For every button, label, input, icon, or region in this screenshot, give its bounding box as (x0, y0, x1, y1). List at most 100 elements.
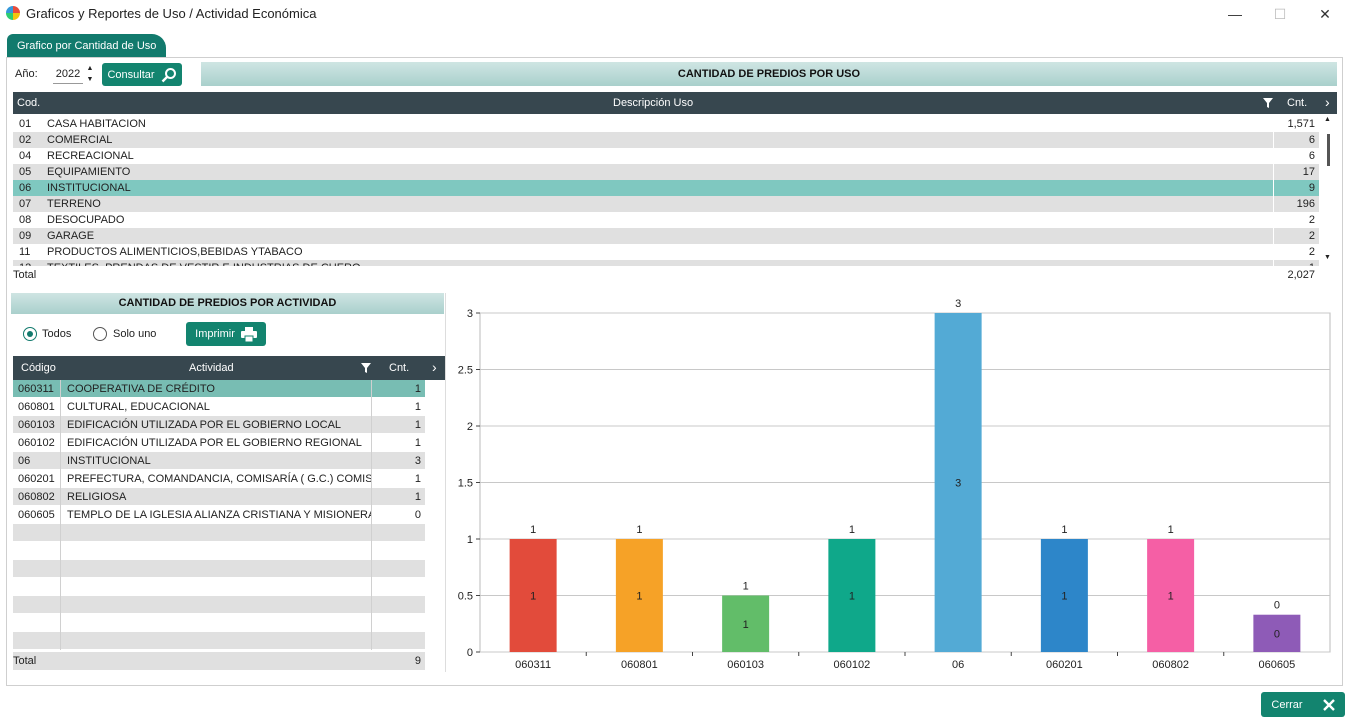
tab-grafico-cantidad-uso[interactable]: Grafico por Cantidad de Uso (7, 34, 167, 58)
maximize-button[interactable]: ☐ (1273, 5, 1287, 22)
uso-rows: 01 CASA HABITACION 1,571 02 COMERCIAL 6 04 RECR… (13, 116, 1319, 266)
empty-cell (373, 596, 425, 614)
uso-cell-cnt: 9 (1308, 182, 1315, 194)
actividad-cell-codigo: 06 (13, 452, 61, 470)
empty-cell (13, 614, 61, 632)
empty-cell (373, 542, 425, 560)
bar-inner-label: 3 (955, 478, 961, 490)
uso-table-row[interactable]: 08 DESOCUPADO 2 (13, 212, 1319, 228)
actividad-cell-cnt: 3 (414, 455, 421, 467)
year-spin-up-icon[interactable]: ▲ (86, 65, 94, 72)
x-tick-label: 060103 (727, 659, 764, 671)
uso-col-divider (1273, 244, 1274, 260)
actividad-cell-actividad: INSTITUCIONAL (62, 452, 372, 470)
actividad-header-codigo[interactable]: Código (21, 362, 56, 374)
bar-top-label: 1 (636, 524, 642, 536)
actividad-header-actividad[interactable]: Actividad (189, 362, 234, 374)
actividad-cell-codigo: 060801 (13, 398, 61, 416)
actividad-table-row[interactable]: 060801 CULTURAL, EDUCACIONAL 1 (13, 398, 425, 416)
actividad-cell-cnt: 1 (414, 419, 421, 431)
actividad-table-row[interactable]: 06 INSTITUCIONAL 3 (13, 452, 425, 470)
y-tick-label: 2 (467, 421, 473, 433)
uso-cell-cnt: 17 (1302, 166, 1315, 178)
actividad-total-row: Total 9 (13, 652, 425, 670)
actividad-empty-row (13, 524, 425, 542)
empty-cell (62, 578, 372, 596)
uso-cell-desc: TERRENO (47, 198, 101, 210)
y-tick-label: 2.5 (458, 365, 473, 377)
uso-cell-cod: 09 (19, 230, 32, 242)
actividad-header-cnt[interactable]: Cnt. (389, 362, 410, 374)
radio-todos[interactable] (23, 327, 37, 341)
year-spin-down-icon[interactable]: ▼ (86, 76, 94, 83)
bar-top-label: 1 (1168, 524, 1174, 536)
empty-cell (62, 524, 372, 542)
x-tick-label: 060802 (1152, 659, 1189, 671)
bar (615, 539, 663, 652)
actividad-section-title: CANTIDAD DE PREDIOS POR ACTIVIDAD (11, 293, 444, 314)
uso-cell-desc: GARAGE (47, 230, 95, 242)
uso-header-cnt[interactable]: Cnt. (1287, 97, 1308, 109)
uso-table-row[interactable]: 04 RECREACIONAL 6 (13, 148, 1319, 164)
uso-col-divider (1273, 132, 1274, 148)
uso-table-row[interactable]: 02 COMERCIAL 6 (13, 132, 1319, 148)
uso-total-row: Total 2,027 (13, 266, 1319, 284)
actividad-empty-row (13, 542, 425, 560)
uso-total-label: Total (13, 269, 37, 281)
uso-section-title: CANTIDAD DE PREDIOS POR USO (201, 62, 1337, 86)
year-label: Año: (15, 68, 38, 80)
imprimir-button[interactable]: Imprimir (186, 322, 266, 346)
uso-scrollbar[interactable]: ▲ ▼ (1321, 116, 1337, 266)
actividad-table-row[interactable]: 060605 TEMPLO DE LA IGLESIA ALIANZA CRIST… (13, 506, 425, 524)
uso-cell-cod: 12 (19, 260, 31, 266)
actividad-table-row[interactable]: 060103 EDIFICACIÓN UTILIZADA POR EL GOBIE… (13, 416, 425, 434)
uso-table-row[interactable]: 07 TERRENO 196 (13, 196, 1319, 212)
empty-cell (13, 578, 61, 596)
actividad-cell-cnt: 0 (414, 509, 421, 521)
actividad-header-more-icon[interactable]: › (432, 359, 437, 375)
uso-col-divider (1273, 164, 1274, 180)
scroll-up-icon[interactable]: ▲ (1324, 116, 1331, 123)
printer-icon (240, 326, 257, 342)
uso-table-row[interactable]: 06 INSTITUCIONAL 9 (13, 180, 1319, 196)
x-tick-label: 060311 (515, 659, 551, 671)
cerrar-button[interactable]: Cerrar (1261, 692, 1345, 717)
actividad-grid-header: Código Actividad Cnt. › (13, 356, 445, 380)
bar-top-label: 3 (955, 298, 961, 310)
uso-cell-desc: TEXTILES, PRENDAS DE VESTIR E INDUSTRIAS… (47, 260, 361, 266)
minimize-button[interactable]: — (1228, 6, 1242, 22)
uso-table-row[interactable]: 11 PRODUCTOS ALIMENTICIOS,BEBIDAS YTABACO… (13, 244, 1319, 260)
uso-table-row[interactable]: 05 EQUIPAMIENTO 17 (13, 164, 1319, 180)
uso-table-row[interactable]: 01 CASA HABITACION 1,571 (13, 116, 1319, 132)
actividad-table-row[interactable]: 060311 COOPERATIVA DE CRÉDITO 1 (13, 380, 425, 398)
empty-cell (62, 614, 372, 632)
empty-cell (373, 578, 425, 596)
uso-filter-icon[interactable] (1263, 98, 1273, 108)
uso-table-row[interactable]: 12 TEXTILES, PRENDAS DE VESTIR E INDUSTRI… (13, 260, 1319, 266)
uso-cell-desc: PRODUCTOS ALIMENTICIOS,BEBIDAS YTABACO (47, 246, 303, 258)
bar (1147, 539, 1195, 652)
close-window-button[interactable]: ✕ (1319, 5, 1331, 22)
actividad-table-row[interactable]: 060201 PREFECTURA, COMANDANCIA, COMISARÍA… (13, 470, 425, 488)
consultar-button[interactable]: Consultar (102, 63, 182, 86)
actividad-cell-codigo: 060201 (13, 470, 61, 488)
uso-cell-cod: 08 (19, 214, 32, 226)
actividad-table-row[interactable]: 060102 EDIFICACIÓN UTILIZADA POR EL GOBIE… (13, 434, 425, 452)
actividad-cell-actividad: CULTURAL, EDUCACIONAL (62, 398, 372, 416)
uso-cell-cnt: 1,571 (1287, 118, 1315, 130)
actividad-table-row[interactable]: 060802 RELIGIOSA 1 (13, 488, 425, 506)
uso-col-divider (1273, 260, 1274, 266)
scroll-down-icon[interactable]: ▼ (1324, 254, 1331, 261)
imprimir-label: Imprimir (195, 328, 235, 340)
actividad-cell-actividad: EDIFICACIÓN UTILIZADA POR EL GOBIERNO LO… (62, 416, 372, 434)
year-input[interactable]: 2022 (53, 64, 83, 84)
bar (934, 313, 982, 652)
uso-table-row[interactable]: 09 GARAGE 2 (13, 228, 1319, 244)
actividad-filter-icon[interactable] (361, 363, 371, 373)
radio-solo-uno[interactable] (93, 327, 107, 341)
uso-header-descripcion[interactable]: Descripción Uso (613, 97, 694, 109)
scroll-thumb[interactable] (1327, 134, 1330, 166)
bar-inner-label: 0 (1274, 628, 1280, 640)
uso-header-more-icon[interactable]: › (1325, 94, 1330, 110)
uso-header-cod[interactable]: Cod. (17, 97, 41, 109)
